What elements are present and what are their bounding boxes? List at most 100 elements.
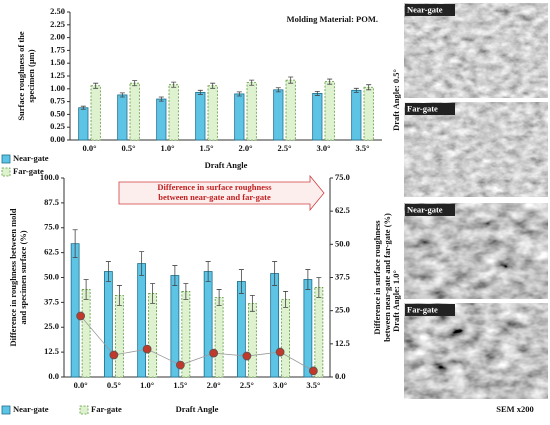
bar [312, 93, 323, 141]
error-bar [80, 105, 86, 110]
bar [90, 85, 101, 141]
y-tick-label: 12.5 [44, 346, 59, 356]
legend-swatch [79, 405, 89, 415]
bar [103, 271, 113, 378]
bar [137, 263, 147, 378]
legend-swatch [1, 154, 11, 164]
x-tick-label: 2.5° [240, 380, 254, 390]
point [242, 351, 252, 361]
panel-label-bg [405, 4, 455, 16]
bar [168, 84, 179, 141]
error-bar [275, 87, 281, 93]
bar [156, 98, 167, 141]
panel-label: Near-gate [407, 204, 443, 214]
y-tick-label: 2.00 [50, 32, 65, 42]
error-bar [139, 251, 145, 276]
x-tick-label: 0.0° [74, 380, 88, 390]
panel-label-bg [405, 204, 455, 216]
y2-tick-label: 62.5 [335, 205, 350, 215]
bar [129, 82, 140, 141]
error-bar [316, 277, 322, 298]
error-bar [210, 82, 216, 89]
x-tick-label: 3.0° [316, 143, 330, 153]
y-tick-label: 25.0 [44, 321, 59, 331]
bar [117, 94, 128, 141]
error-bar [305, 269, 311, 290]
y2-tick-label: 0.0 [335, 371, 346, 381]
bar [247, 302, 257, 378]
bar [148, 293, 158, 378]
y-tick-label: 75.0 [44, 222, 59, 232]
x-tick-label: 0.5° [107, 380, 121, 390]
legend-label: Far-gate [13, 166, 44, 176]
y2-axis-label: Difference in surface roughness [372, 220, 382, 335]
error-bar [366, 84, 372, 91]
x-tick-label: 2.0° [238, 143, 252, 153]
point [209, 348, 219, 358]
error-bar [158, 96, 164, 102]
y-tick-label: 2.25 [50, 19, 65, 29]
annotation-arrow [118, 174, 325, 212]
y-tick-label: 50.0 [44, 271, 59, 281]
error-bar [238, 269, 244, 294]
error-bar [171, 81, 177, 88]
error-bar [249, 79, 255, 86]
bar [351, 89, 362, 141]
error-bar [83, 279, 89, 300]
y-axis-label: specimen (μm) [26, 49, 36, 102]
draft-angle-label: Draft Angle: 0.5° [391, 69, 401, 131]
point [142, 344, 152, 354]
y-tick-label: 0.25 [50, 121, 65, 131]
bar [214, 296, 224, 378]
error-bar [327, 78, 333, 85]
panel-label-bg [405, 304, 455, 316]
error-bar [183, 283, 189, 300]
error-bar [132, 80, 138, 87]
annotation: Molding Material: POM. [287, 14, 378, 24]
y-tick-label: 0.50 [50, 108, 65, 118]
legend-label: Near-gate [13, 404, 49, 414]
bar [70, 243, 80, 378]
y-tick-label: 1.25 [50, 70, 65, 80]
y2-axis-label: between near-gate and far-gate (%) [382, 213, 392, 342]
error-bar [172, 265, 178, 286]
x-tick-label: 1.5° [199, 143, 213, 153]
error-bar [236, 91, 242, 97]
annotation: between near-gate and far-gate [158, 192, 271, 202]
y-tick-label: 0.75 [50, 96, 65, 106]
error-bar [197, 89, 203, 95]
y-axis-label: Surface roughness of the [16, 31, 26, 121]
bar [81, 289, 91, 378]
legend-label: Near-gate [13, 153, 49, 163]
bar [281, 298, 291, 378]
x-tick-label: 2.5° [277, 143, 291, 153]
legend-swatch [1, 167, 11, 177]
bar [270, 273, 280, 378]
bar [303, 279, 313, 378]
bar [195, 91, 206, 141]
x-tick-label: 3.5° [306, 380, 320, 390]
bar [285, 79, 296, 141]
y-tick-label: 0.0 [48, 371, 59, 381]
bar [236, 281, 246, 378]
x-tick-label: 2.0° [207, 380, 221, 390]
bar [203, 271, 213, 378]
error-bar [93, 82, 99, 89]
point [308, 366, 318, 376]
error-bar [283, 291, 289, 308]
legend-label: Far-gate [91, 404, 122, 414]
y-tick-label: 1.50 [50, 57, 65, 67]
error-bar [105, 261, 111, 282]
x-tick-label: 1.0° [160, 143, 174, 153]
x-tick-label: 1.0° [140, 380, 154, 390]
legend-swatch [1, 405, 11, 415]
y2-tick-label: 50.0 [335, 238, 350, 248]
y-axis-label: and specimen surface (%) [18, 230, 28, 324]
sem-image [403, 2, 549, 99]
y-tick-label: 2.50 [50, 6, 65, 16]
error-bar [72, 229, 78, 258]
bar [114, 295, 124, 378]
line [80, 315, 314, 372]
sem-image [403, 302, 549, 400]
x-tick-label: 3.5° [355, 143, 369, 153]
